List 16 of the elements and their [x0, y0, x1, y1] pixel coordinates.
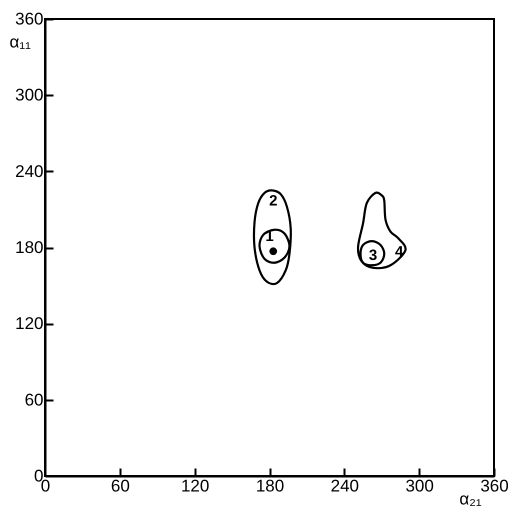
x-axis-title: α₂₁	[459, 490, 482, 508]
x-tick-label: 300	[405, 476, 434, 496]
x-tick-label: 60	[110, 476, 130, 496]
y-tick-label: 360	[15, 10, 44, 28]
y-tick-label: 180	[15, 238, 44, 257]
x-tick-label: 240	[330, 476, 360, 496]
x-tick-label: 120	[180, 476, 210, 496]
x-tick-label: 180	[256, 476, 284, 496]
annotation: 2	[269, 192, 278, 210]
y-tick-label: 240	[15, 162, 44, 181]
annotation: 3	[368, 247, 378, 264]
y-tick-label: 120	[15, 314, 44, 334]
y-tick-label: 300	[15, 86, 44, 105]
y-tick-label: 60	[24, 390, 44, 410]
y-axis-title: α₁₁	[10, 32, 32, 52]
x-tick-label: 360	[480, 476, 508, 496]
